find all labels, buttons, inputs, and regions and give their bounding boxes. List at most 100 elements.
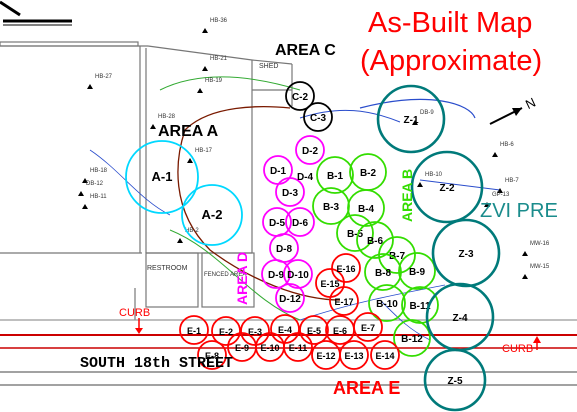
circle-outline bbox=[423, 348, 487, 412]
well-label: MW-16 bbox=[530, 241, 550, 247]
sample-circle-z-5: Z-5 bbox=[423, 348, 487, 412]
restroom-label: RESTROOM bbox=[147, 265, 188, 272]
sample-circle-d-6: D-6 bbox=[285, 207, 315, 237]
area-b-label: AREA B bbox=[399, 169, 415, 222]
title-line-2: (Approximate) bbox=[360, 45, 542, 77]
sample-circle-b-11: B-11 bbox=[401, 286, 439, 324]
circle-outline bbox=[303, 102, 333, 132]
scale-bar bbox=[0, 0, 72, 26]
circle-outline bbox=[393, 319, 431, 357]
sample-circle-d-2: D-2 bbox=[295, 135, 325, 165]
circle-label: E-15 bbox=[320, 279, 339, 289]
sample-circle-e-10: E-10 bbox=[255, 332, 285, 362]
well-marker-icon bbox=[177, 238, 183, 243]
circle-outline bbox=[295, 135, 325, 165]
sample-circle-b-6: B-6 bbox=[356, 221, 394, 259]
well-label: HB-10 bbox=[425, 172, 443, 178]
curb-right-label: CURB bbox=[502, 343, 533, 355]
circle-label: Z-1 bbox=[404, 115, 419, 126]
circle-label: E-2 bbox=[219, 327, 233, 337]
circle-label: E-17 bbox=[334, 297, 353, 307]
sample-circle-e-13: E-13 bbox=[339, 340, 369, 370]
circle-label: B-1 bbox=[327, 171, 344, 182]
circle-outline bbox=[431, 218, 501, 288]
well-label: GP-13 bbox=[492, 192, 510, 198]
well-label: HB-19 bbox=[205, 78, 223, 84]
circle-outline bbox=[329, 286, 359, 316]
well-marker-icon bbox=[202, 28, 208, 33]
circle-label: D-1 bbox=[270, 166, 287, 177]
circle-label: B-10 bbox=[376, 299, 398, 310]
circle-label: E-13 bbox=[344, 351, 363, 361]
circle-outline bbox=[285, 81, 315, 111]
circle-label: B-3 bbox=[323, 202, 340, 213]
well-label: HB-2 bbox=[185, 228, 199, 234]
sample-circles: A-1 A-2 B-1 B-2 B-3 B-4 B-5B-6 B-7 B-8 B-9 B-10 B-1… bbox=[125, 81, 501, 412]
circle-label: B-11 bbox=[409, 301, 431, 312]
sample-circle-b-12: B-12 bbox=[393, 319, 431, 357]
well-marker-icon bbox=[522, 251, 528, 256]
well-marker-icon bbox=[412, 120, 418, 125]
sample-circle-z-4: Z-4 bbox=[425, 282, 495, 352]
well-marker-icon bbox=[197, 88, 203, 93]
area-d-label: AREA D bbox=[234, 252, 250, 305]
sample-circle-d-12: D-12 bbox=[275, 283, 305, 313]
sample-circle-b-1: B-1 bbox=[316, 156, 354, 194]
well-label: HB-28 bbox=[158, 114, 176, 120]
circle-outline bbox=[364, 253, 402, 291]
circle-label: E-9 bbox=[235, 343, 249, 353]
well-label: DB-12 bbox=[86, 181, 104, 187]
fenced-area-label: FENCED AREA bbox=[204, 272, 246, 278]
well-label: HB-36 bbox=[210, 18, 228, 24]
shed-label: SHED bbox=[259, 63, 278, 70]
circle-outline bbox=[125, 140, 199, 214]
sample-circle-z-3: Z-3 bbox=[431, 218, 501, 288]
sample-circle-a-1: A-1 bbox=[125, 140, 199, 214]
circle-outline bbox=[336, 214, 374, 252]
circle-outline bbox=[376, 84, 446, 154]
circle-label: B-8 bbox=[375, 268, 392, 279]
well-marker-icon bbox=[150, 124, 156, 129]
circle-outline bbox=[275, 283, 305, 313]
well-label: HB-7 bbox=[505, 178, 519, 184]
circle-outline bbox=[398, 252, 436, 290]
sample-circle-e-17: E-17 bbox=[329, 286, 359, 316]
curb-left-label: CURB bbox=[119, 307, 150, 319]
circle-label: E-7 bbox=[361, 323, 375, 333]
sample-circle-e-4: E-4 bbox=[270, 314, 300, 344]
sample-circle-a-2: A-2 bbox=[181, 184, 243, 246]
sample-circle-e-1: E-1 bbox=[179, 315, 209, 345]
well-marker-icon bbox=[497, 188, 503, 193]
well-marker-icon bbox=[522, 274, 528, 279]
street bbox=[0, 334, 577, 386]
well-marker-icon bbox=[187, 158, 193, 163]
well-label: HB-17 bbox=[195, 148, 213, 154]
circle-outline bbox=[316, 156, 354, 194]
well-label: HB-18 bbox=[90, 168, 108, 174]
circle-label: E-12 bbox=[316, 351, 335, 361]
circle-label: B-4 bbox=[358, 204, 375, 215]
circle-outline bbox=[339, 340, 369, 370]
circle-label: E-5 bbox=[307, 326, 321, 336]
circle-outline bbox=[283, 332, 313, 362]
circle-label: E-14 bbox=[375, 351, 394, 361]
well-marker-icon bbox=[82, 204, 88, 209]
circle-label: E-1 bbox=[187, 326, 201, 336]
zvi-label: ZVI PRE bbox=[480, 200, 558, 222]
well-marker-icon bbox=[78, 191, 84, 196]
well-marker-icon bbox=[82, 178, 88, 183]
sample-circle-c-3: C-3 bbox=[303, 102, 333, 132]
circle-label: A-1 bbox=[152, 169, 173, 184]
circle-label: E-10 bbox=[260, 343, 279, 353]
circle-label: E-4 bbox=[278, 325, 292, 335]
sample-circle-e-7: E-7 bbox=[353, 312, 383, 342]
circle-label: D-3 bbox=[282, 188, 299, 199]
circle-label: D-5 bbox=[269, 218, 286, 229]
well-marker-icon bbox=[484, 202, 490, 207]
circle-label: Z-5 bbox=[448, 376, 463, 387]
sample-circle-d-3: D-3 bbox=[275, 177, 305, 207]
title-line-1: As-Built Map bbox=[368, 7, 532, 39]
circle-label: E-16 bbox=[336, 264, 355, 274]
circle-label: E-6 bbox=[333, 326, 347, 336]
